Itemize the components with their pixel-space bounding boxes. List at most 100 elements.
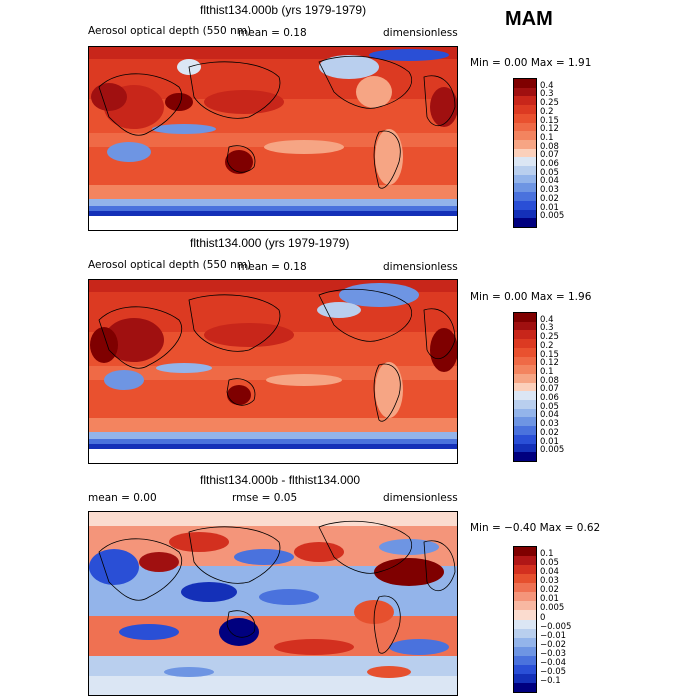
panel-2-mean: mean = 0.18 bbox=[238, 261, 307, 273]
colorbar-swatch bbox=[514, 105, 536, 114]
colorbar-swatch bbox=[514, 637, 536, 647]
panel-1-minmax: Min = 0.00 Max = 1.91 bbox=[470, 57, 592, 69]
colorbar-swatch bbox=[514, 382, 536, 392]
colorbar-label: 0.12 bbox=[540, 358, 559, 369]
colorbar-label: −0.05 bbox=[540, 666, 567, 677]
colorbar-swatch bbox=[514, 87, 536, 97]
colorbar-label: 0.03 bbox=[540, 185, 559, 196]
colorbar-label: 0.25 bbox=[540, 332, 559, 343]
panel-1-title: flthist134.000b (yrs 1979-1979) bbox=[200, 3, 367, 17]
colorbar-label: −0.1 bbox=[540, 675, 561, 686]
colorbar-swatch bbox=[514, 174, 536, 184]
colorbar-swatch bbox=[514, 619, 536, 629]
colorbar-label: −0.02 bbox=[540, 639, 567, 650]
colorbar-swatch bbox=[514, 79, 536, 88]
colorbar-label: 0.03 bbox=[540, 419, 559, 430]
colorbar-swatch bbox=[514, 166, 536, 175]
colorbar-swatch bbox=[514, 113, 536, 123]
panel-3-mean: mean = 0.00 bbox=[88, 492, 157, 504]
colorbar-label: 0.08 bbox=[540, 375, 559, 386]
panel-1-map bbox=[88, 46, 458, 231]
colorbar-label: 0.04 bbox=[540, 410, 559, 421]
colorbar-swatch bbox=[514, 574, 536, 584]
colorbar-label: 0.07 bbox=[540, 384, 559, 395]
colorbar-swatch bbox=[514, 426, 536, 435]
colorbar-swatch bbox=[514, 646, 536, 656]
colorbar-swatch bbox=[514, 209, 536, 219]
panel-1-map-field bbox=[89, 47, 457, 230]
colorbar-label: 0.15 bbox=[540, 349, 559, 360]
colorbar-swatch bbox=[514, 547, 536, 557]
colorbar-label: −0.03 bbox=[540, 648, 567, 659]
colorbar-swatch bbox=[514, 200, 536, 210]
panel-3-map-field bbox=[89, 512, 457, 695]
colorbar-swatch bbox=[514, 583, 536, 593]
colorbar-label: 0.03 bbox=[540, 576, 559, 587]
colorbar-label: 0.06 bbox=[540, 159, 559, 170]
panel-1-colorbar bbox=[513, 78, 537, 228]
colorbar-label: 0.3 bbox=[540, 89, 554, 100]
colorbar-swatch bbox=[514, 139, 536, 149]
colorbar-swatch bbox=[514, 131, 536, 140]
colorbar-label: 0.02 bbox=[540, 427, 559, 438]
panel-2-title: flthist134.000 (yrs 1979-1979) bbox=[190, 236, 350, 250]
colorbar-label: 0.4 bbox=[540, 80, 554, 91]
colorbar-label: −0.01 bbox=[540, 630, 567, 641]
colorbar-swatch bbox=[514, 655, 536, 665]
colorbar-label: 0.4 bbox=[540, 314, 554, 325]
panel-3-colorbar-swatches bbox=[514, 547, 536, 692]
panel-1-variable: Aerosol optical depth (550 nm) bbox=[88, 25, 252, 37]
colorbar-swatch bbox=[514, 321, 536, 331]
panel-2-minmax: Min = 0.00 Max = 1.96 bbox=[470, 291, 592, 303]
colorbar-swatch bbox=[514, 664, 536, 674]
colorbar-label: 0.1 bbox=[540, 549, 554, 560]
colorbar-swatch bbox=[514, 330, 536, 340]
colorbar-swatch bbox=[514, 391, 536, 401]
colorbar-swatch bbox=[514, 400, 536, 409]
colorbar-swatch bbox=[514, 122, 536, 132]
colorbar-swatch bbox=[514, 356, 536, 366]
colorbar-swatch bbox=[514, 417, 536, 427]
panel-1-mean: mean = 0.18 bbox=[238, 27, 307, 39]
colorbar-label: 0.005 bbox=[540, 603, 565, 614]
colorbar-swatch bbox=[514, 96, 536, 106]
colorbar-label: 0.2 bbox=[540, 340, 554, 351]
colorbar-label: 0.15 bbox=[540, 115, 559, 126]
colorbar-label: 0.1 bbox=[540, 366, 554, 377]
colorbar-swatch bbox=[514, 443, 536, 453]
panel-3-units: dimensionless bbox=[383, 492, 458, 504]
colorbar-label: 0.02 bbox=[540, 193, 559, 204]
colorbar-label: 0.05 bbox=[540, 558, 559, 569]
colorbar-swatch bbox=[514, 339, 536, 348]
colorbar-label: 0.005 bbox=[540, 445, 565, 456]
colorbar-label: 0.08 bbox=[540, 141, 559, 152]
colorbar-label: 0 bbox=[540, 612, 546, 623]
panel-3-map bbox=[88, 511, 458, 696]
panel-3-colorbar bbox=[513, 546, 537, 693]
panel-2-colorbar bbox=[513, 312, 537, 462]
colorbar-swatch bbox=[514, 365, 536, 374]
panel-2-units: dimensionless bbox=[383, 261, 458, 273]
panel-1-units: dimensionless bbox=[383, 27, 458, 39]
panel-1-colorbar-swatches bbox=[514, 79, 536, 227]
colorbar-swatch bbox=[514, 313, 536, 322]
panel-2-map bbox=[88, 279, 458, 464]
colorbar-label: 0.12 bbox=[540, 124, 559, 135]
colorbar-label: 0.01 bbox=[540, 594, 559, 605]
colorbar-label: 0.01 bbox=[540, 436, 559, 447]
colorbar-label: −0.005 bbox=[540, 621, 572, 632]
colorbar-swatch bbox=[514, 628, 536, 638]
colorbar-label: 0.01 bbox=[540, 202, 559, 213]
colorbar-label: 0.1 bbox=[540, 132, 554, 143]
colorbar-swatch bbox=[514, 673, 536, 683]
panel-3-rmse: rmse = 0.05 bbox=[232, 492, 298, 504]
colorbar-swatch bbox=[514, 592, 536, 602]
colorbar-swatch bbox=[514, 373, 536, 383]
season-label: MAM bbox=[505, 8, 553, 30]
panel-2-colorbar-swatches bbox=[514, 313, 536, 461]
colorbar-swatch bbox=[514, 452, 536, 461]
colorbar-swatch bbox=[514, 347, 536, 357]
colorbar-label: −0.04 bbox=[540, 657, 567, 668]
colorbar-label: 0.3 bbox=[540, 323, 554, 334]
colorbar-swatch bbox=[514, 183, 536, 193]
